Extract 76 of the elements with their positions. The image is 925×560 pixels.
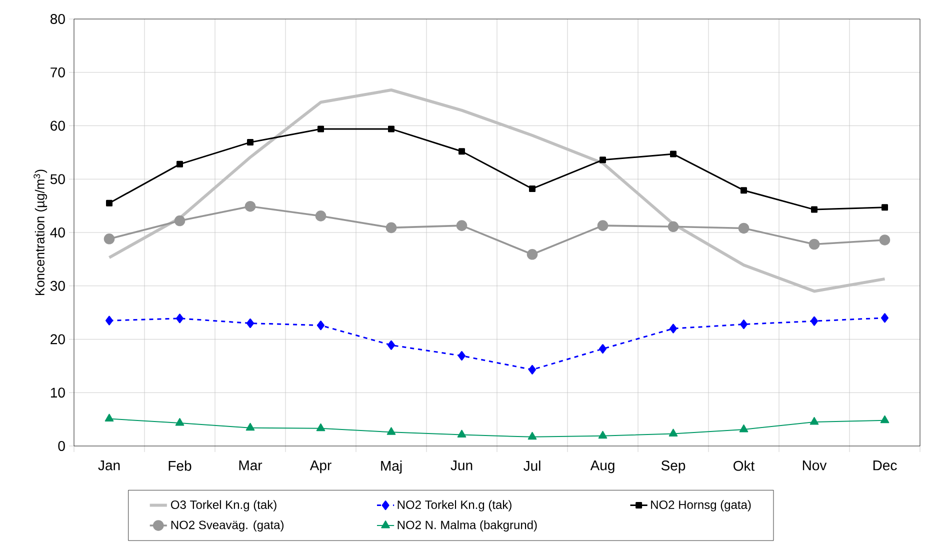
point [668, 428, 678, 436]
y-tick-label: 40 [50, 228, 65, 238]
x-tick-label: Jun [450, 460, 472, 470]
point [882, 204, 888, 211]
y-tick-label: 50 [50, 174, 65, 184]
point [597, 220, 608, 231]
point [247, 139, 254, 146]
x-tick-label: Apr [310, 460, 332, 474]
point [668, 221, 679, 232]
point [600, 156, 606, 164]
point [318, 126, 324, 132]
x-tick-label: Jul [524, 460, 540, 471]
y-tick-label: 20 [50, 334, 65, 344]
point [808, 238, 820, 250]
legend-label: NO2 Sveaväg. (gata) [171, 520, 284, 532]
point [738, 222, 750, 234]
point [388, 126, 395, 132]
point [317, 320, 325, 330]
point [599, 344, 607, 354]
point [670, 150, 677, 158]
point [528, 364, 536, 374]
point [457, 430, 466, 438]
legend-label: O3 Torkel Kn.g (tak) [170, 500, 276, 512]
point [176, 160, 184, 168]
point [106, 316, 114, 326]
point [315, 210, 326, 222]
point [246, 318, 254, 328]
line-series [108, 88, 886, 293]
point [810, 416, 819, 425]
point [458, 351, 466, 361]
x-tick-label: Dec [873, 460, 897, 470]
point [106, 200, 113, 206]
point [740, 187, 748, 194]
y-tick-label: 80 [50, 14, 65, 24]
y-tick-label: 70 [50, 67, 65, 78]
x-tick-label: Nov [802, 460, 827, 470]
point [176, 314, 184, 324]
y-axis-title: Koncentration (µg/m$^{3}$) [34, 170, 48, 296]
point [386, 427, 396, 435]
point [740, 320, 748, 330]
point [174, 215, 186, 226]
x-tick-label: Sep [661, 460, 686, 474]
point [528, 432, 537, 440]
point [246, 422, 255, 431]
point [104, 234, 115, 244]
y-tick-label: 60 [50, 120, 65, 131]
point [526, 248, 538, 260]
legend-label: NO2 N. Malma (bakgrund) [398, 520, 537, 532]
x-tick-label: Jan [98, 460, 120, 470]
y-tick-label: 10 [50, 388, 65, 398]
y-tick-label: 0 [58, 441, 65, 451]
point [810, 316, 818, 326]
point [879, 234, 890, 246]
point [880, 415, 890, 424]
legend-label: NO2 Hornsg (gata) [651, 500, 751, 512]
point [739, 424, 748, 432]
x-tick-label: Okt [734, 460, 755, 471]
point [670, 324, 678, 334]
x-tick-label: Mar [239, 460, 262, 470]
point [456, 220, 468, 231]
x-tick-label: Feb [168, 460, 192, 471]
point [458, 148, 466, 155]
point [386, 222, 397, 234]
point [316, 423, 326, 432]
point [104, 414, 114, 422]
point [529, 185, 536, 192]
legend-label: NO2 Torkel Kn.g (tak) [398, 500, 512, 512]
x-tick-label: Aug [590, 460, 614, 474]
point [388, 340, 396, 350]
x-tick-label: Maj [381, 460, 402, 474]
point [598, 430, 608, 439]
point [244, 200, 256, 212]
point [811, 206, 818, 213]
y-tick-label: 30 [50, 280, 65, 291]
point [881, 313, 889, 323]
point [175, 418, 184, 426]
